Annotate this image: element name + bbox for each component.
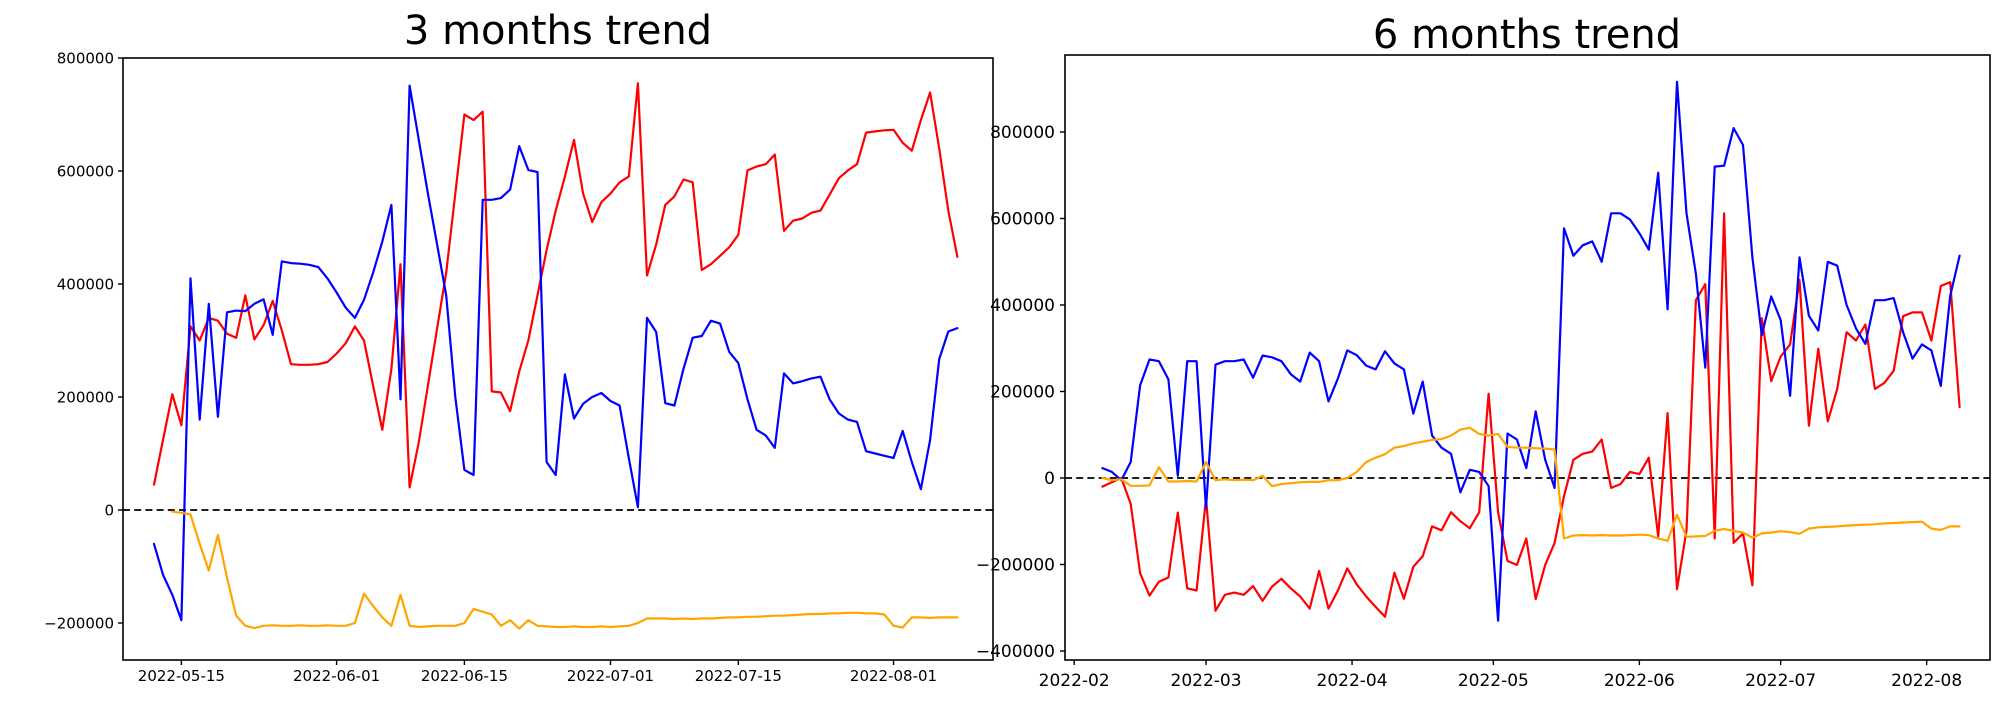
series-line-orange xyxy=(1101,426,1961,542)
y-tick-label: 200000 xyxy=(990,383,1055,403)
plot-border xyxy=(1064,54,1991,661)
series-line-red xyxy=(1101,212,1961,618)
x-tick-label: 2022-08-01 xyxy=(850,667,937,685)
y-tick-label: 0 xyxy=(104,501,114,519)
series-line-blue xyxy=(1101,80,1961,622)
y-tick-label: −200000 xyxy=(44,614,114,632)
x-tick-label: 2022-07-15 xyxy=(695,667,782,685)
series-line-blue xyxy=(152,84,959,622)
chart-3-months-trend: 800000 600000 400000 200000 0 −200000 2022-05-… xyxy=(44,49,994,685)
y-tick-label: 400000 xyxy=(990,296,1055,316)
x-tick-label: 2022-06 xyxy=(1604,671,1675,691)
x-tick-label: 2022-07-01 xyxy=(567,667,654,685)
y-tick-label: 0 xyxy=(1044,469,1055,489)
x-tick-label: 2022-02 xyxy=(1039,671,1110,691)
chart-title-6-months: 6 months trend xyxy=(1373,12,1681,58)
y-tick-label: −200000 xyxy=(976,556,1055,576)
y-tick-label: −400000 xyxy=(976,642,1055,662)
series-line-red xyxy=(152,82,959,489)
series-line-orange xyxy=(171,510,959,630)
y-tick-label: 800000 xyxy=(57,49,114,67)
y-tick-label: 400000 xyxy=(57,275,114,293)
chart-title-3-months: 3 months trend xyxy=(404,8,712,54)
plot-border xyxy=(122,57,994,661)
y-tick-label: 200000 xyxy=(57,388,114,406)
x-tick-label: 2022-03 xyxy=(1171,671,1242,691)
x-tick-label: 2022-05-15 xyxy=(138,667,225,685)
x-tick-label: 2022-06-15 xyxy=(421,667,508,685)
y-tick-label: 600000 xyxy=(990,210,1055,230)
x-tick-label: 2022-07 xyxy=(1745,671,1816,691)
x-tick-label: 2022-06-01 xyxy=(293,667,380,685)
y-tick-label: 600000 xyxy=(57,162,114,180)
y-tick-label: 800000 xyxy=(990,123,1055,143)
chart-6-months-trend: 800000 600000 400000 200000 0 −200000 −400000 2… xyxy=(976,54,1991,691)
x-tick-label: 2022-08 xyxy=(1891,671,1962,691)
x-tick-label: 2022-04 xyxy=(1317,671,1388,691)
x-tick-label: 2022-05 xyxy=(1458,671,1529,691)
